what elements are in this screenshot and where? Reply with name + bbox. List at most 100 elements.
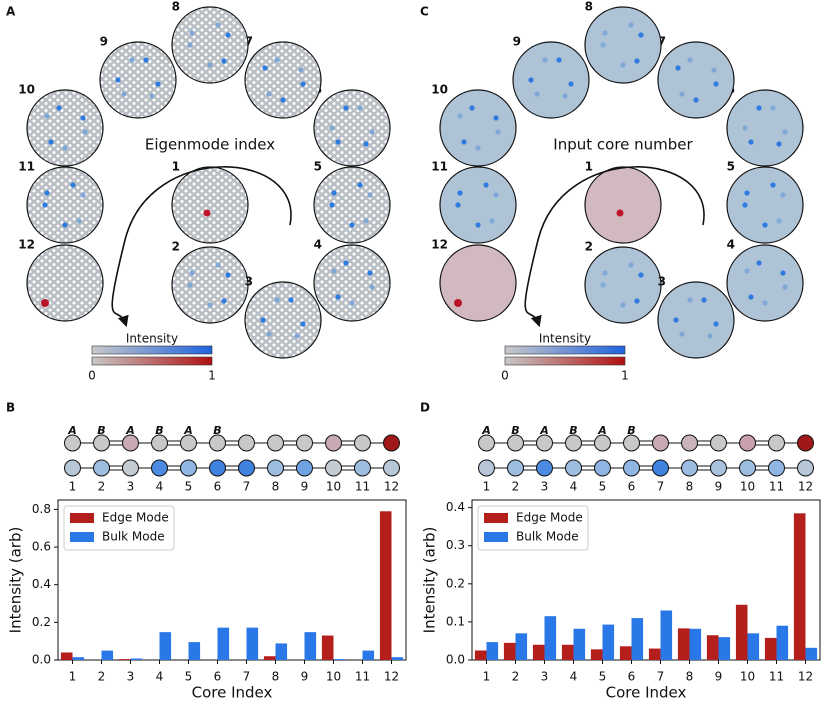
core-mode bbox=[99, 41, 177, 119]
bar bbox=[706, 635, 719, 660]
chain-index: 7 bbox=[243, 480, 251, 494]
colorbar-tick: 0 bbox=[88, 369, 96, 383]
colorbar-tick: 0 bbox=[501, 369, 509, 383]
bar bbox=[660, 610, 673, 660]
mode-spot bbox=[713, 81, 719, 87]
legend-label: Edge Mode bbox=[102, 511, 169, 525]
mode-spot bbox=[189, 270, 195, 276]
core-number: 3 bbox=[658, 275, 666, 289]
mode-spot bbox=[129, 57, 135, 63]
core-number: 1 bbox=[172, 160, 180, 174]
chain-core bbox=[797, 434, 814, 452]
panel-label: B bbox=[6, 401, 15, 415]
bar bbox=[573, 628, 586, 660]
y-tick-label: 0.4 bbox=[446, 500, 465, 514]
chain-index: 12 bbox=[384, 480, 399, 494]
chain-core bbox=[652, 434, 669, 452]
chain-core bbox=[739, 459, 756, 477]
core-mode bbox=[512, 41, 590, 119]
mode-spot bbox=[300, 321, 306, 327]
chain-index: 3 bbox=[127, 480, 135, 494]
bar bbox=[72, 657, 85, 660]
mode-spot bbox=[748, 294, 754, 300]
sublattice-label: A bbox=[539, 424, 549, 437]
chain-index: 4 bbox=[156, 480, 164, 494]
x-tick-label: 2 bbox=[98, 670, 106, 684]
mode-spot bbox=[155, 81, 161, 87]
chain-core bbox=[478, 434, 495, 452]
mode-spot bbox=[329, 202, 335, 208]
mode-spot bbox=[495, 129, 501, 135]
x-tick-label: 3 bbox=[541, 670, 549, 684]
mode-spot bbox=[357, 105, 363, 111]
sublattice-label: A bbox=[183, 424, 193, 437]
mode-spot bbox=[274, 57, 280, 63]
mode-spot bbox=[675, 65, 681, 71]
mode-spot bbox=[620, 302, 626, 308]
core-number: 9 bbox=[100, 35, 108, 49]
bar bbox=[793, 513, 806, 660]
x-tick-label: 3 bbox=[127, 670, 135, 684]
mode-spot bbox=[215, 262, 221, 268]
mode-spot bbox=[266, 331, 272, 337]
x-tick-label: 11 bbox=[769, 670, 784, 684]
mode-spot bbox=[367, 192, 373, 198]
core-mode bbox=[439, 244, 517, 322]
panel-label: D bbox=[420, 401, 430, 415]
mode-spot bbox=[225, 32, 231, 38]
core-mode bbox=[439, 89, 517, 167]
chain-core bbox=[267, 459, 284, 477]
chain-index: 5 bbox=[185, 480, 193, 494]
x-tick-label: 7 bbox=[243, 670, 251, 684]
mode-spot bbox=[602, 270, 608, 276]
core-mode bbox=[584, 6, 662, 84]
core-number: 8 bbox=[585, 0, 593, 14]
core-mode bbox=[313, 166, 391, 244]
x-tick-label: 11 bbox=[355, 670, 370, 684]
y-tick-label: 0.6 bbox=[32, 540, 51, 554]
core-mode bbox=[244, 281, 322, 359]
mode-spot bbox=[469, 105, 475, 111]
bar bbox=[275, 643, 288, 660]
mode-spot bbox=[274, 297, 280, 303]
mode-spot bbox=[335, 139, 341, 145]
chain-index: 1 bbox=[483, 480, 491, 494]
chain-core bbox=[565, 434, 582, 452]
sublattice-label: A bbox=[481, 424, 491, 437]
mode-spot bbox=[207, 302, 213, 308]
mode-spot bbox=[776, 141, 782, 147]
mode-spot bbox=[687, 297, 693, 303]
mode-spot bbox=[42, 202, 48, 208]
bar bbox=[805, 647, 818, 660]
mode-spot bbox=[149, 93, 155, 99]
legend-swatch bbox=[70, 532, 94, 542]
core-number: 12 bbox=[431, 238, 448, 252]
sublattice-label: B bbox=[213, 424, 221, 437]
mode-spot bbox=[207, 62, 213, 68]
core-number: 2 bbox=[585, 240, 593, 254]
chain-core bbox=[768, 459, 785, 477]
sublattice-label: B bbox=[155, 424, 163, 437]
core-mode bbox=[244, 41, 322, 119]
mode-spot bbox=[260, 317, 266, 323]
x-axis-label: Core Index bbox=[606, 684, 687, 702]
core-number: 7 bbox=[245, 35, 253, 49]
mode-spot bbox=[115, 77, 121, 83]
core-mode bbox=[726, 244, 804, 322]
chain-core bbox=[594, 434, 611, 452]
mode-spot bbox=[461, 139, 467, 145]
bar bbox=[544, 616, 557, 660]
mode-spot bbox=[41, 299, 49, 307]
mode-spot bbox=[80, 192, 86, 198]
chain-core bbox=[354, 434, 371, 452]
mode-spot bbox=[483, 182, 489, 188]
chain-core bbox=[478, 459, 495, 477]
mode-spot bbox=[687, 57, 693, 63]
core-mode bbox=[171, 166, 249, 244]
colorbar-blue bbox=[91, 345, 213, 355]
core-number: 12 bbox=[18, 238, 35, 252]
mode-spot bbox=[266, 91, 272, 97]
chain-core bbox=[64, 434, 81, 452]
x-tick-label: 9 bbox=[301, 670, 309, 684]
